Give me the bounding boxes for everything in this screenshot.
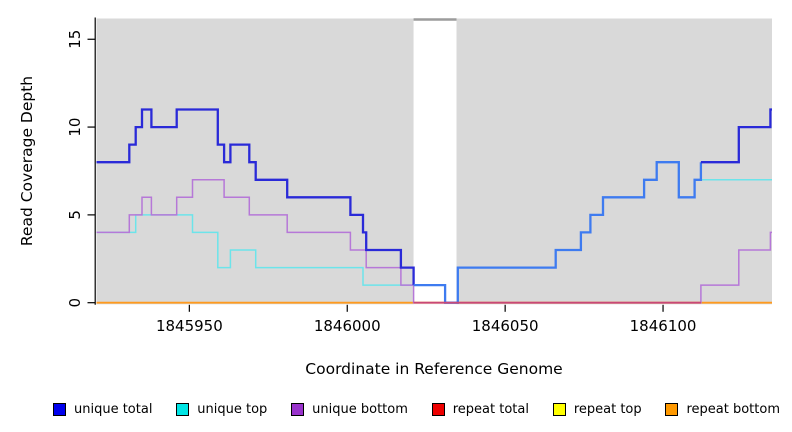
y-tick-label: 5	[66, 210, 84, 220]
legend-item-unique-top: unique top	[176, 402, 267, 417]
x-axis-title: Coordinate in Reference Genome	[305, 360, 562, 378]
legend-swatch-unique-total	[53, 402, 66, 416]
legend-swatch-repeat-total	[431, 402, 445, 416]
series-line-unique-bottom	[96, 179, 772, 304]
legend-item-unique-bottom: unique bottom	[291, 402, 408, 417]
series-line-unique-total-zone2	[700, 108, 772, 164]
x-tick-label: 1846050	[472, 317, 539, 335]
legend-label-unique-total: unique total	[74, 401, 153, 417]
x-tick-label: 1846100	[630, 317, 697, 335]
legend-swatch-repeat-top	[552, 402, 566, 416]
legend-item-repeat-top: repeat top	[552, 401, 642, 417]
legend-item-unique-total: unique total	[53, 402, 152, 417]
legend-label-unique-bottom: unique bottom	[312, 401, 408, 417]
y-tick-label: 0	[66, 298, 84, 308]
legend-swatch-repeat-bottom	[665, 402, 679, 416]
legend-label-repeat-total: repeat total	[452, 401, 529, 417]
legend-label-repeat-bottom: repeat bottom	[686, 401, 780, 417]
series-line-unique-total-zone1	[413, 161, 703, 304]
legend: unique total unique top unique bottom repea…	[53, 400, 780, 418]
y-tick-label: 10	[66, 118, 84, 137]
legend-swatch-unique-top	[176, 402, 190, 416]
legend-label-repeat-top: repeat top	[573, 401, 642, 417]
plot-render-layer: 0 5 10 15 1845950 1846000 1846050 1846100	[66, 17, 772, 335]
legend-label-unique-top: unique top	[197, 401, 268, 417]
x-tick-label: 1845950	[156, 317, 223, 335]
series-line-unique-total-zone0	[96, 108, 415, 286]
masked-region	[413, 18, 457, 305]
legend-swatch-unique-bottom	[291, 402, 305, 416]
y-axis-title: Read Coverage Depth	[18, 76, 36, 246]
x-tick-label: 1846000	[314, 317, 381, 335]
legend-item-repeat-bottom: repeat bottom	[665, 402, 780, 417]
legend-item-repeat-total: repeat total	[431, 401, 529, 417]
y-tick-label: 15	[66, 30, 84, 49]
